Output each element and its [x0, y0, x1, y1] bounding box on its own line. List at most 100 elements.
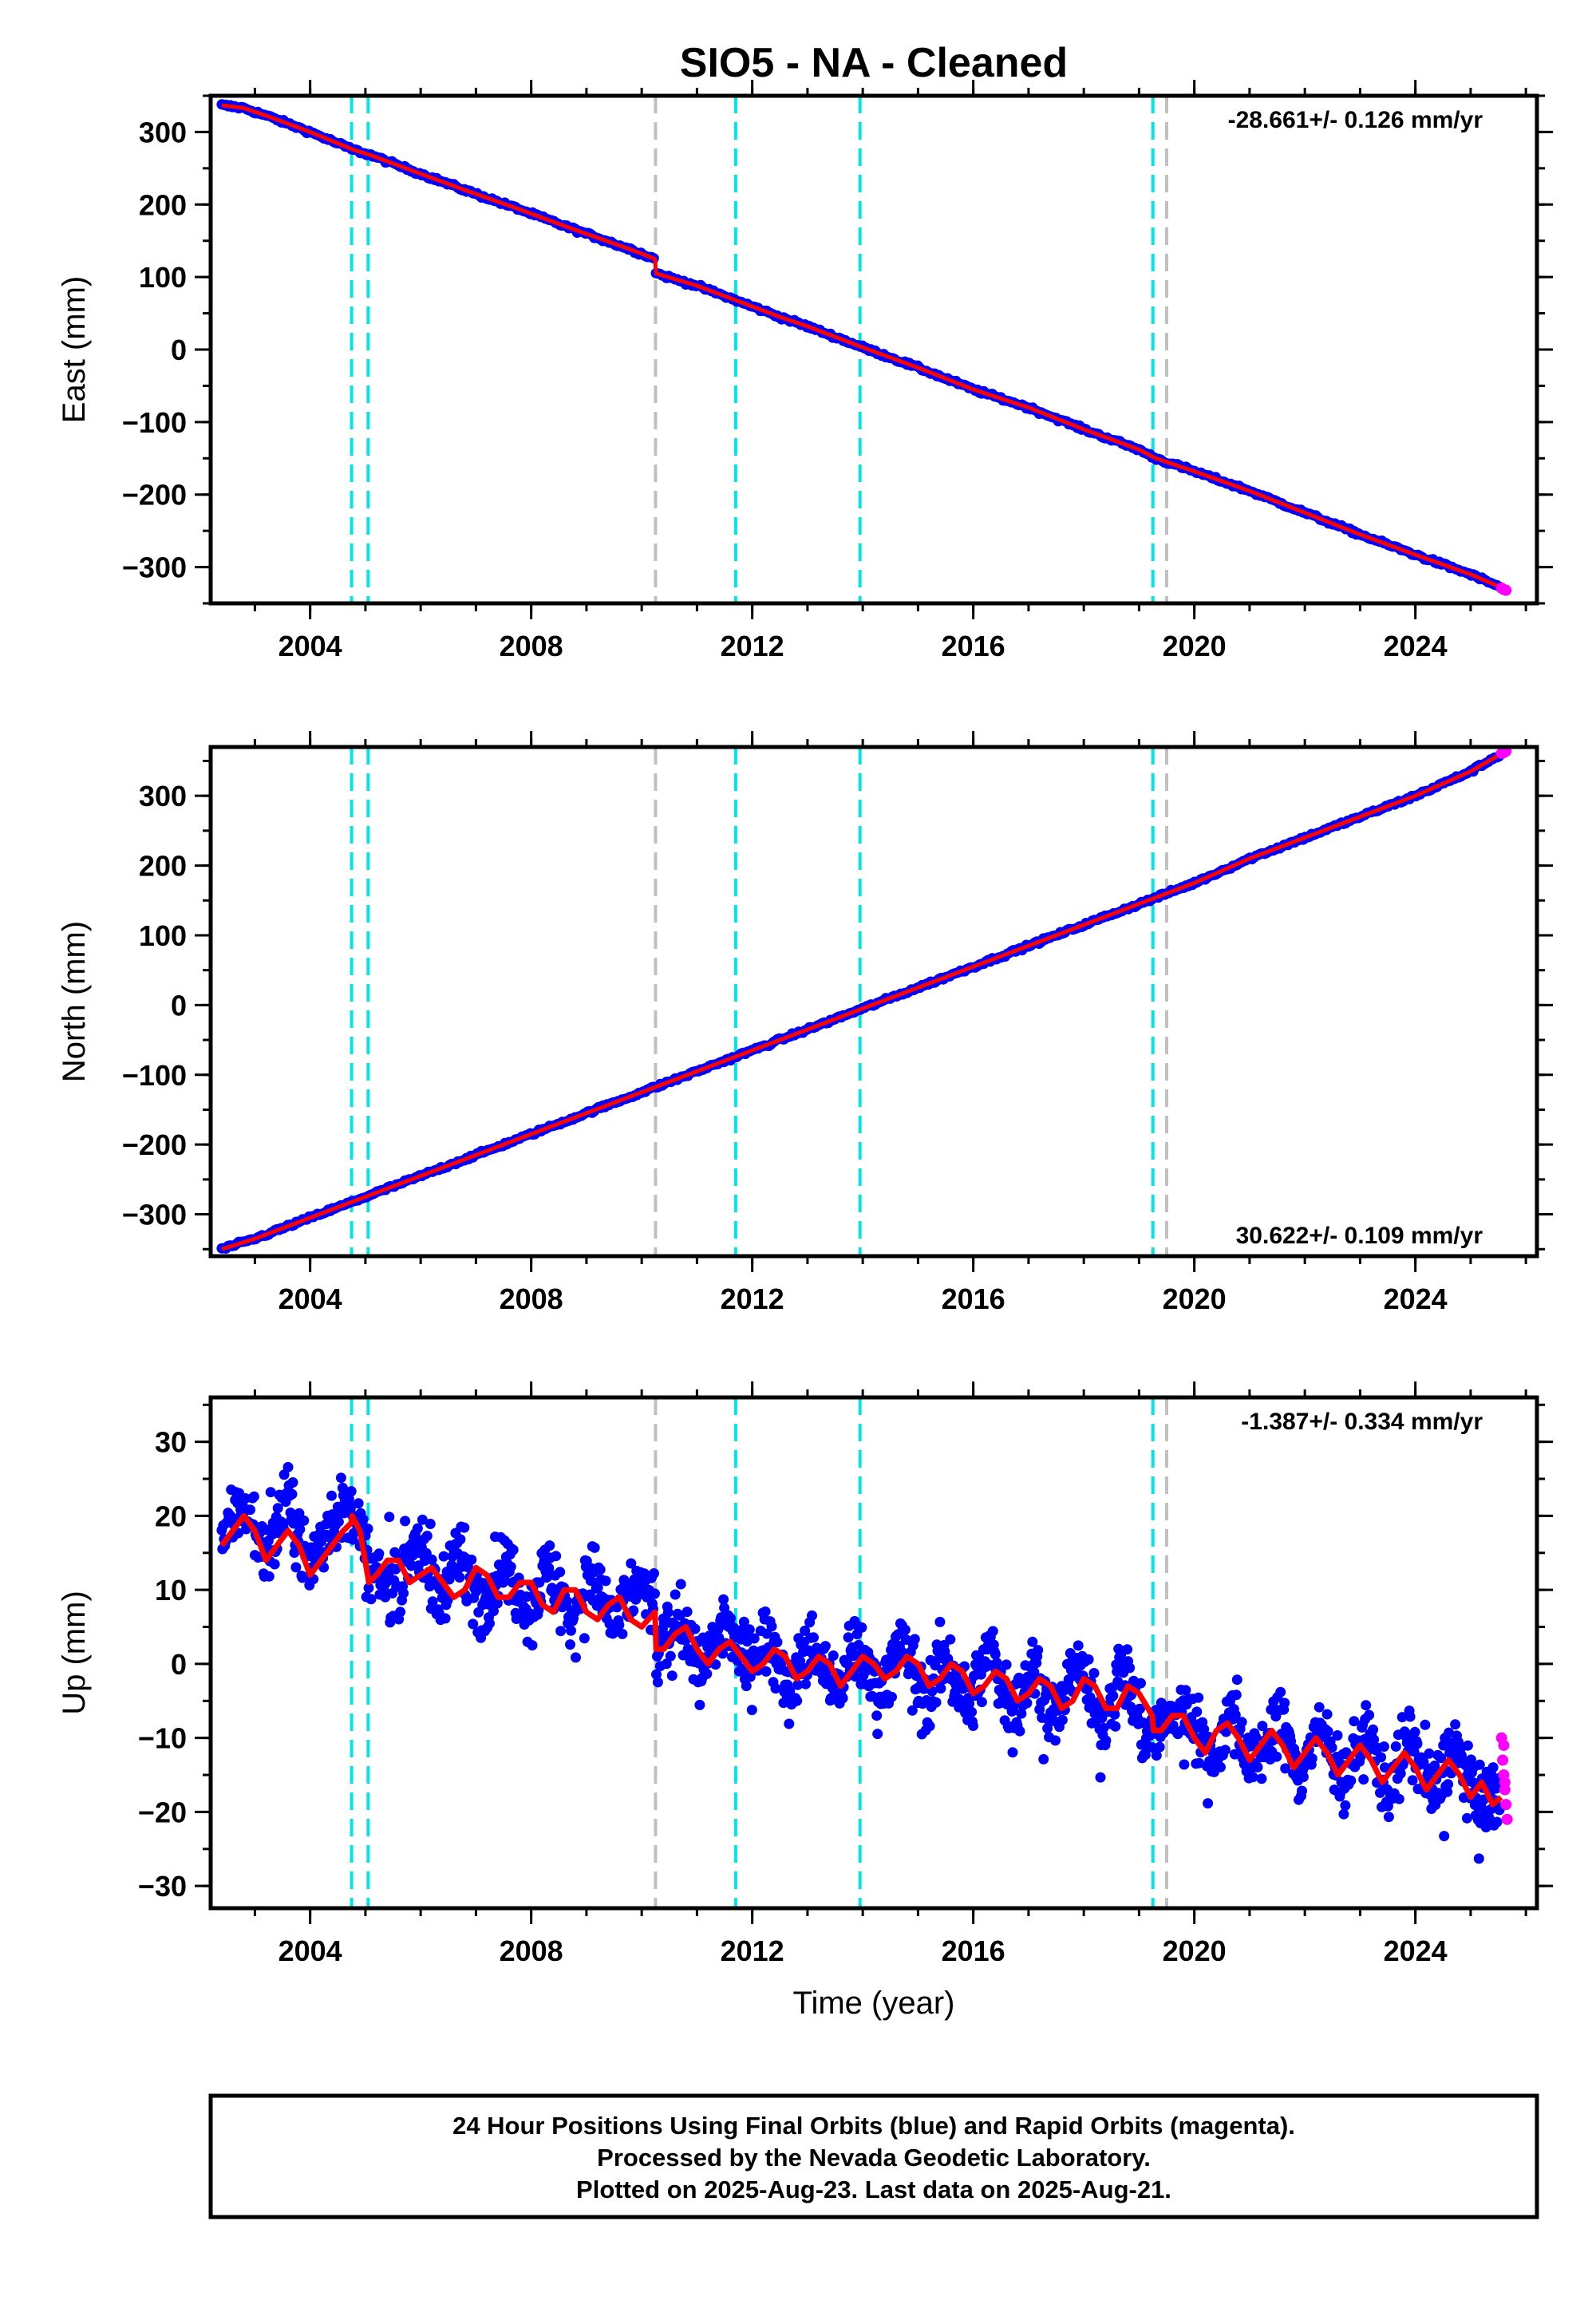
up-data-point [666, 1670, 678, 1682]
up-data-point [1095, 1772, 1106, 1783]
up-data-point [871, 1710, 883, 1721]
up-y-tick-label: −20 [138, 1796, 187, 1828]
up-y-tick-label: −10 [138, 1722, 187, 1755]
east-y-tick-label: −100 [122, 406, 187, 439]
up-data-point [335, 1472, 346, 1484]
up-data-point [976, 1697, 987, 1708]
east-x-tick-label: 2016 [942, 630, 1005, 662]
up-data-point [1088, 1668, 1100, 1678]
up-data-point [566, 1625, 576, 1636]
figure-title: SIO5 - NA - Cleaned [680, 40, 1068, 86]
up-data-point [1383, 1812, 1394, 1823]
up-data-point [1001, 1659, 1012, 1670]
up-data-point [1297, 1785, 1307, 1796]
up-data-point [1436, 1753, 1447, 1764]
up-data-point [694, 1699, 705, 1710]
footer-line-orbits: 24 Hour Positions Using Final Orbits (bl… [452, 2112, 1295, 2140]
up-x-tick-label: 2008 [500, 1935, 563, 1967]
north-y-tick-label: −200 [122, 1128, 187, 1161]
up-data-point [1252, 1761, 1263, 1773]
up-data-point [1376, 1752, 1386, 1763]
up-data-point [887, 1691, 897, 1702]
up-data-point [1098, 1722, 1109, 1733]
up-y-tick-label: 0 [171, 1648, 187, 1681]
up-data-point [681, 1607, 693, 1618]
up-data-point [286, 1488, 298, 1500]
up-data-point [1236, 1717, 1247, 1728]
up-data-point [650, 1588, 660, 1599]
up-data-point [1057, 1714, 1068, 1725]
up-data-point [417, 1514, 428, 1525]
up-data-point [1279, 1697, 1290, 1709]
up-data-point [1100, 1735, 1112, 1746]
up-data-point [738, 1616, 749, 1627]
up-rapid-point [1497, 1754, 1509, 1766]
up-data-point [651, 1669, 662, 1680]
east-x-tick-label: 2024 [1384, 630, 1448, 662]
north-panel: 2004 2008 2012 2016 2020 2024 300 200 100 0 −100 −2… [57, 731, 1553, 1315]
footer-box: 24 Hour Positions Using Final Orbits (bl… [208, 2093, 1539, 2219]
north-y-tick-label: −300 [122, 1199, 187, 1231]
up-data-point [934, 1616, 946, 1627]
up-data-point [365, 1594, 377, 1605]
up-data-point [1180, 1685, 1191, 1696]
up-data-point [269, 1559, 280, 1570]
up-data-point [384, 1512, 395, 1523]
up-data-point [1390, 1741, 1401, 1752]
north-y-tick-label: 200 [139, 850, 187, 883]
up-data-point [1462, 1740, 1473, 1751]
up-data-point [455, 1534, 466, 1545]
up-x-tick-label: 2012 [721, 1935, 784, 1967]
up-data-point [1450, 1719, 1461, 1730]
up-data-point [581, 1555, 592, 1567]
north-x-tick-label: 2004 [279, 1282, 342, 1315]
up-model-fit-line [219, 1512, 1503, 1808]
up-data-point [1306, 1753, 1317, 1764]
up-data-point [689, 1623, 701, 1634]
up-data-point [1358, 1774, 1369, 1785]
up-data-point [719, 1603, 730, 1614]
up-data-point [617, 1628, 628, 1639]
up-data-point [856, 1622, 867, 1633]
east-y-tick-label: 100 [139, 261, 187, 294]
up-data-point [930, 1697, 942, 1708]
up-data-point [466, 1554, 477, 1565]
up-data-point [741, 1681, 752, 1692]
up-data-point [263, 1571, 275, 1582]
up-data-point [662, 1607, 674, 1618]
up-data-point [792, 1679, 804, 1690]
up-data-point [1203, 1798, 1214, 1809]
up-data-point [907, 1705, 918, 1716]
east-x-tick-label: 2012 [721, 630, 784, 662]
up-data-point [282, 1461, 294, 1472]
up-data-point [427, 1596, 438, 1607]
north-y-tick-label: 300 [139, 780, 187, 812]
up-data-point [828, 1650, 839, 1661]
up-data-point [362, 1524, 373, 1535]
up-data-point [298, 1515, 310, 1526]
up-x-tick-label: 2024 [1384, 1935, 1448, 1967]
up-data-point [571, 1652, 581, 1663]
up-data-point [1349, 1716, 1360, 1727]
up-data-point [358, 1514, 369, 1525]
up-data-point [807, 1610, 817, 1621]
up-data-point [872, 1729, 883, 1740]
up-data-point [1409, 1726, 1420, 1737]
up-data-point [1280, 1763, 1291, 1774]
up-data-point [245, 1504, 255, 1516]
up-x-axis-label: Time (year) [793, 1986, 955, 2021]
up-x-tick-label: 2020 [1163, 1935, 1227, 1967]
up-data-point [289, 1547, 300, 1558]
east-x-tick-label: 2020 [1163, 630, 1227, 662]
up-data-point [1326, 1742, 1337, 1753]
up-data-point [1256, 1773, 1267, 1784]
up-data-point [1321, 1709, 1333, 1720]
up-data-point [1122, 1644, 1133, 1655]
up-data-point [1199, 1724, 1210, 1735]
north-x-tick-label: 2012 [721, 1282, 784, 1315]
up-data-point [438, 1551, 449, 1562]
up-data-point [1368, 1724, 1379, 1735]
up-x-tick-label: 2004 [279, 1935, 342, 1967]
up-data-point [1420, 1719, 1431, 1730]
north-x-tick-label: 2016 [942, 1282, 1005, 1315]
